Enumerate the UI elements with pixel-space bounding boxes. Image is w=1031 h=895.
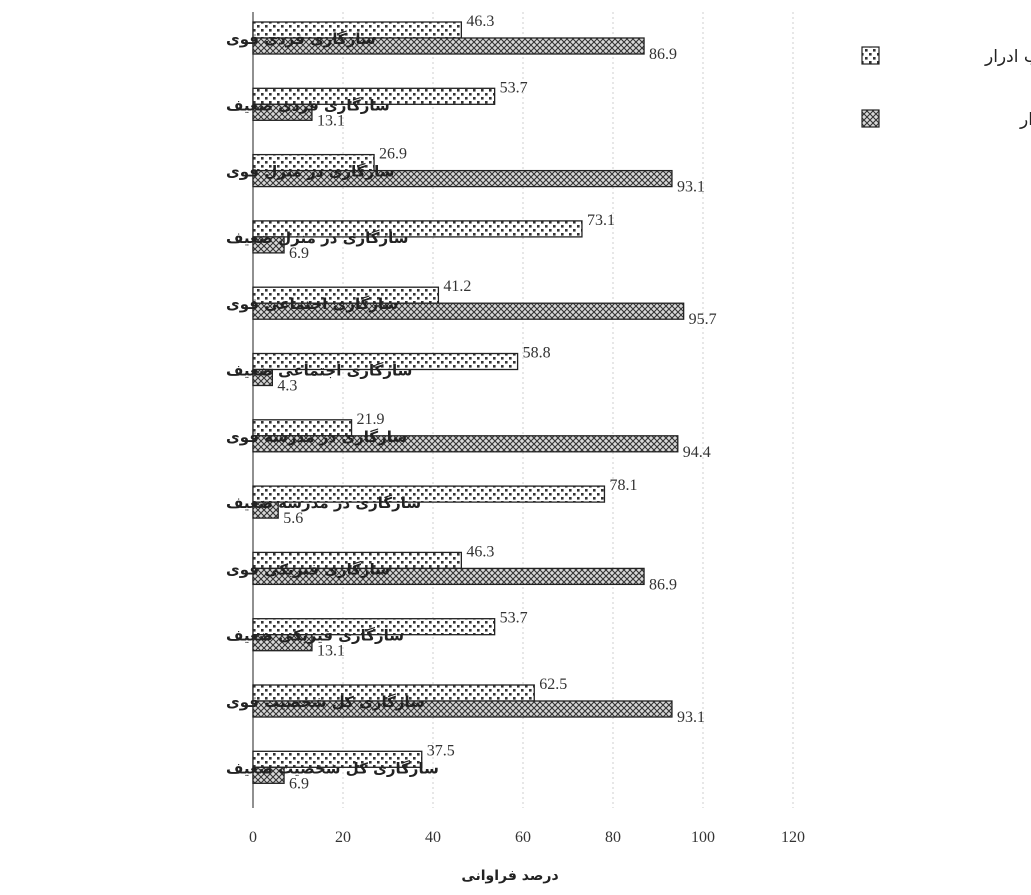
data-label: 93.1 bbox=[677, 179, 705, 196]
category-label: سازگاری اجتماعی قوی bbox=[226, 295, 398, 313]
bar-non-enuresis bbox=[252, 700, 673, 718]
data-label: 62.5 bbox=[539, 676, 567, 693]
gridlines bbox=[252, 12, 794, 808]
category-label: سازگاری در مدرسه ضعیف bbox=[226, 494, 421, 512]
data-label: 4.3 bbox=[277, 378, 297, 395]
category-label: سازگاری فردی ضعیف bbox=[226, 96, 390, 114]
bar-non-enuresis bbox=[252, 435, 679, 453]
legend-label-non-enuresis: غیر شب ادرار bbox=[1019, 110, 1031, 130]
bar-non-enuresis bbox=[252, 103, 313, 121]
data-label: 78.1 bbox=[609, 477, 637, 494]
legend-label-enuresis: شب ادرار bbox=[984, 47, 1031, 67]
bar-enuresis bbox=[252, 352, 519, 371]
x-tick-label: 60 bbox=[515, 829, 531, 846]
category-label: سازگاری کل شخصیت قوی bbox=[226, 693, 425, 711]
legend: شب ادرار غیر شب ادرار bbox=[861, 46, 1031, 130]
data-label: 46.3 bbox=[466, 13, 494, 30]
bar-non-enuresis bbox=[252, 302, 685, 320]
x-tick-label: 80 bbox=[605, 829, 621, 846]
bar-enuresis bbox=[252, 220, 583, 238]
data-label: 86.9 bbox=[649, 46, 677, 63]
data-label: 37.5 bbox=[427, 742, 455, 759]
data-label: 53.7 bbox=[500, 610, 528, 627]
data-label: 6.9 bbox=[289, 775, 309, 792]
bars bbox=[252, 21, 685, 784]
category-label: سازگاری فیزیکی قوی bbox=[226, 560, 390, 578]
bar-non-enuresis bbox=[252, 236, 285, 254]
category-label: سازگاری فیزیکی ضعیف bbox=[226, 627, 404, 645]
bar-non-enuresis bbox=[252, 567, 645, 586]
bar-enuresis bbox=[252, 618, 496, 636]
legend-swatch-non-enuresis bbox=[861, 109, 880, 128]
category-label: سازگاری کل شخصیت ضعیف bbox=[226, 759, 439, 777]
x-tick-label: 20 bbox=[335, 829, 351, 846]
x-tick-labels: 0 20 40 60 80 100 120 bbox=[249, 829, 805, 846]
legend-swatch-enuresis bbox=[861, 46, 880, 65]
data-label: 26.9 bbox=[379, 146, 407, 163]
bar-non-enuresis bbox=[252, 37, 645, 55]
bar-enuresis bbox=[252, 485, 606, 503]
category-label: سازگاری در منزل قوی bbox=[226, 163, 395, 181]
data-label: 53.7 bbox=[500, 79, 528, 96]
category-label: سازگاری در مدرسه قوی bbox=[226, 428, 407, 446]
bar-non-enuresis bbox=[252, 634, 313, 652]
category-labels: سازگاری فردی قوی سازگاری فردی ضعیف سازگاری… bbox=[226, 30, 439, 777]
data-label: 13.1 bbox=[317, 112, 345, 129]
data-label: 94.4 bbox=[683, 444, 711, 461]
data-label: 95.7 bbox=[689, 311, 717, 328]
category-label: سازگاری اجتماعی ضعیف bbox=[226, 362, 412, 380]
data-label: 6.9 bbox=[289, 245, 309, 262]
bar-non-enuresis bbox=[252, 169, 673, 188]
x-tick-label: 120 bbox=[781, 829, 805, 846]
x-tick-label: 100 bbox=[691, 829, 715, 846]
data-label: 73.1 bbox=[587, 212, 615, 229]
bar-non-enuresis bbox=[252, 766, 285, 784]
category-label: سازگاری فردی قوی bbox=[226, 30, 376, 48]
x-tick-label: 40 bbox=[425, 829, 441, 846]
category-label: سازگاری در منزل ضعیف bbox=[226, 229, 408, 247]
data-label: 21.9 bbox=[357, 411, 385, 428]
data-label: 93.1 bbox=[677, 709, 705, 726]
bar-enuresis bbox=[252, 750, 423, 768]
x-tick-label: 0 bbox=[249, 829, 257, 846]
data-label: 86.9 bbox=[649, 576, 677, 593]
data-label: 13.1 bbox=[317, 643, 345, 660]
data-label: 5.6 bbox=[283, 510, 303, 527]
x-axis-title: درصد فراوانی bbox=[461, 868, 558, 884]
data-label: 46.3 bbox=[466, 543, 494, 560]
bar-non-enuresis bbox=[252, 501, 279, 519]
data-label: 58.8 bbox=[523, 345, 551, 362]
bar-non-enuresis bbox=[252, 368, 274, 387]
value-labels: 46.3 86.9 53.7 13.1 26.9 93.1 73.1 6.9 41.2 95.7 5… bbox=[277, 13, 716, 792]
data-label: 41.2 bbox=[443, 278, 471, 295]
bar-enuresis bbox=[252, 87, 496, 105]
